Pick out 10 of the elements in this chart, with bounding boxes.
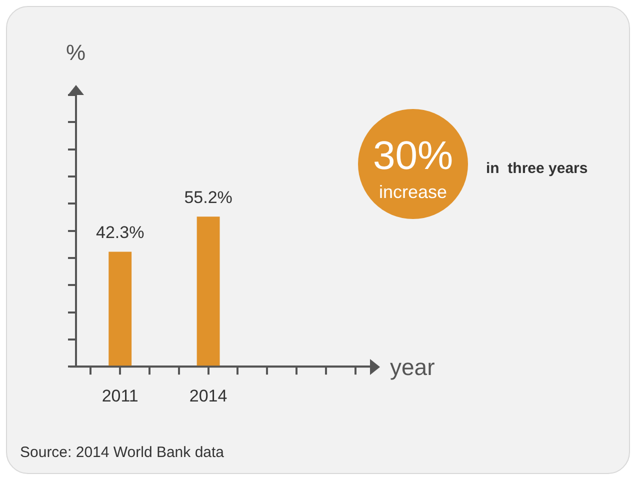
source-note: Source: 2014 World Bank data	[20, 444, 224, 461]
text: increase	[378, 182, 448, 203]
data-label: 55.2%	[184, 188, 232, 207]
text: 30%	[372, 134, 454, 179]
x-axis-title: year	[390, 354, 435, 381]
text: in three years	[486, 160, 588, 177]
x-tick-label: 2011	[102, 386, 138, 406]
data-label: 42.3%	[96, 222, 144, 242]
x-tick-label: 2014	[189, 386, 228, 406]
y-axis-title: %	[66, 40, 86, 66]
